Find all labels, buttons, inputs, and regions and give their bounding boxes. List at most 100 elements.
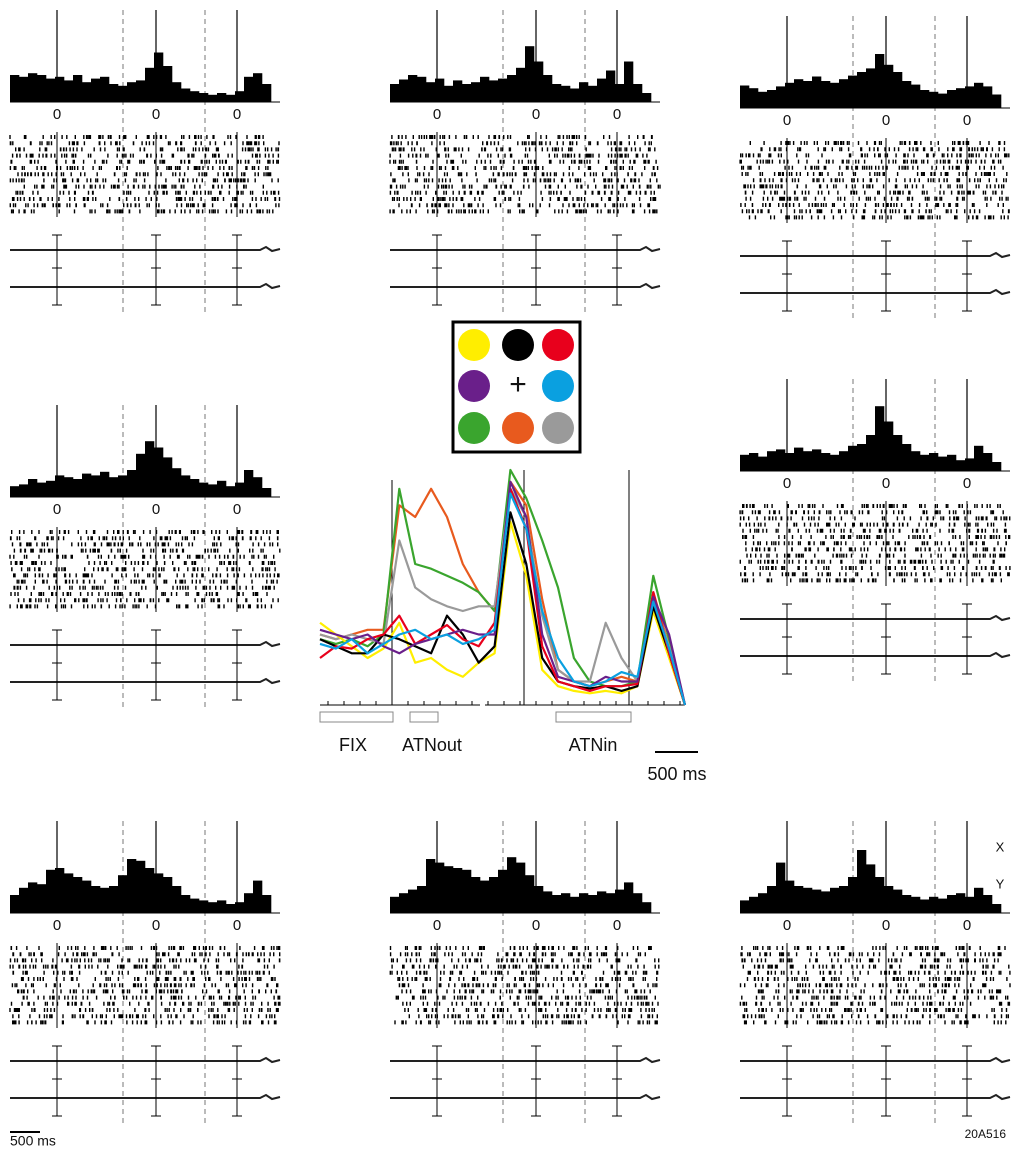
- psth-bar: [64, 873, 74, 913]
- target-dot: [542, 329, 574, 361]
- psth-bar: [633, 893, 643, 913]
- psth-bar: [992, 904, 1002, 913]
- eye-trace: [10, 677, 281, 685]
- raster-row: [9, 604, 273, 609]
- raster-row: [401, 989, 651, 994]
- psth-bar: [181, 475, 191, 497]
- psth-bar: [821, 81, 831, 108]
- psth-bar: [992, 94, 1002, 108]
- zero-label: 0: [152, 501, 160, 518]
- psth-bar: [417, 76, 427, 102]
- psth-bar: [28, 882, 38, 913]
- psth-bar: [929, 453, 939, 471]
- psth-bar: [974, 82, 984, 108]
- raster-row: [757, 989, 1002, 994]
- psth-bar: [390, 84, 400, 102]
- zero-label: 0: [53, 106, 61, 123]
- population-line: [319, 487, 687, 706]
- target-dot: [542, 412, 574, 444]
- eye-trace: [390, 282, 661, 290]
- psth-bar: [435, 862, 445, 913]
- psth-bar: [516, 67, 526, 102]
- psth-bar: [848, 877, 858, 913]
- psth-bar: [597, 78, 607, 102]
- raster-row: [12, 952, 281, 957]
- eye-trace: [10, 1056, 281, 1064]
- psth-bar: [46, 78, 56, 102]
- raster-row: [741, 172, 1008, 176]
- psth-bar: [208, 94, 218, 102]
- eye-trace: [10, 1093, 281, 1101]
- psth-bar: [794, 79, 804, 108]
- psth-bar: [262, 895, 272, 913]
- zero-label: 0: [613, 917, 621, 934]
- raster-row: [389, 141, 652, 146]
- target-dot: [458, 370, 490, 402]
- raster-row: [395, 995, 656, 1000]
- psth-bar: [974, 887, 984, 913]
- psth-bar: [390, 896, 400, 913]
- psth-bar: [253, 477, 263, 497]
- psth-bar: [244, 76, 254, 102]
- raster-row: [740, 153, 1010, 158]
- zero-label: 0: [613, 106, 621, 123]
- target-dot: [458, 412, 490, 444]
- psth-bar: [848, 75, 858, 108]
- psth-bar: [235, 482, 245, 497]
- psth-bar: [884, 421, 894, 471]
- psth-bar: [920, 454, 930, 471]
- raster-row: [15, 190, 280, 195]
- epoch-bar: [555, 711, 632, 723]
- raster-row: [389, 190, 655, 195]
- raster-row: [13, 573, 280, 578]
- zero-label: 0: [963, 475, 971, 492]
- raster-row: [742, 535, 1011, 539]
- psth-bar: [570, 88, 580, 102]
- raster-row: [741, 578, 1002, 583]
- psth-bar: [10, 75, 20, 102]
- psth-bar: [226, 904, 236, 913]
- psth-bar: [758, 456, 768, 471]
- raster-row: [739, 559, 995, 564]
- raster-row: [739, 522, 1007, 527]
- psth-bar: [624, 882, 634, 913]
- psth-bar: [181, 88, 191, 102]
- psth-bar: [498, 869, 508, 913]
- epoch-label: FIX: [339, 735, 367, 755]
- zero-label: 0: [152, 917, 160, 934]
- raster-row: [15, 147, 280, 152]
- psth-bar: [893, 435, 903, 471]
- psth-bar: [875, 406, 885, 471]
- psth-bar: [758, 893, 768, 913]
- psth-bar: [839, 451, 849, 471]
- psth-bar: [118, 475, 128, 497]
- psth-bar: [426, 859, 436, 913]
- zero-label: 0: [53, 917, 61, 934]
- psth-bar: [82, 880, 92, 913]
- psth-bar: [839, 79, 849, 108]
- raster-row: [9, 141, 280, 146]
- psth-bar: [983, 453, 993, 471]
- psth-bar: [118, 875, 128, 913]
- raster-row: [9, 554, 275, 559]
- target-dot: [502, 412, 534, 444]
- psth-bar: [127, 82, 137, 102]
- psth-bar: [217, 900, 227, 913]
- raster-row: [749, 141, 1006, 145]
- psth-bar: [857, 72, 867, 108]
- psth-bar: [489, 80, 499, 102]
- raster-row: [12, 970, 270, 975]
- psth-bar: [208, 902, 218, 913]
- raster-row: [9, 178, 279, 183]
- raster-row: [760, 147, 1006, 152]
- psth-bar: [172, 82, 182, 102]
- psth-bar: [471, 877, 481, 913]
- psth-bar: [235, 902, 245, 913]
- raster-row: [389, 209, 658, 214]
- psth-bar: [244, 893, 254, 913]
- psth-bar: [19, 76, 29, 102]
- psth-bar: [624, 61, 634, 102]
- raster-row: [23, 184, 264, 189]
- raster-row: [744, 566, 1011, 570]
- zero-label: 0: [783, 917, 791, 934]
